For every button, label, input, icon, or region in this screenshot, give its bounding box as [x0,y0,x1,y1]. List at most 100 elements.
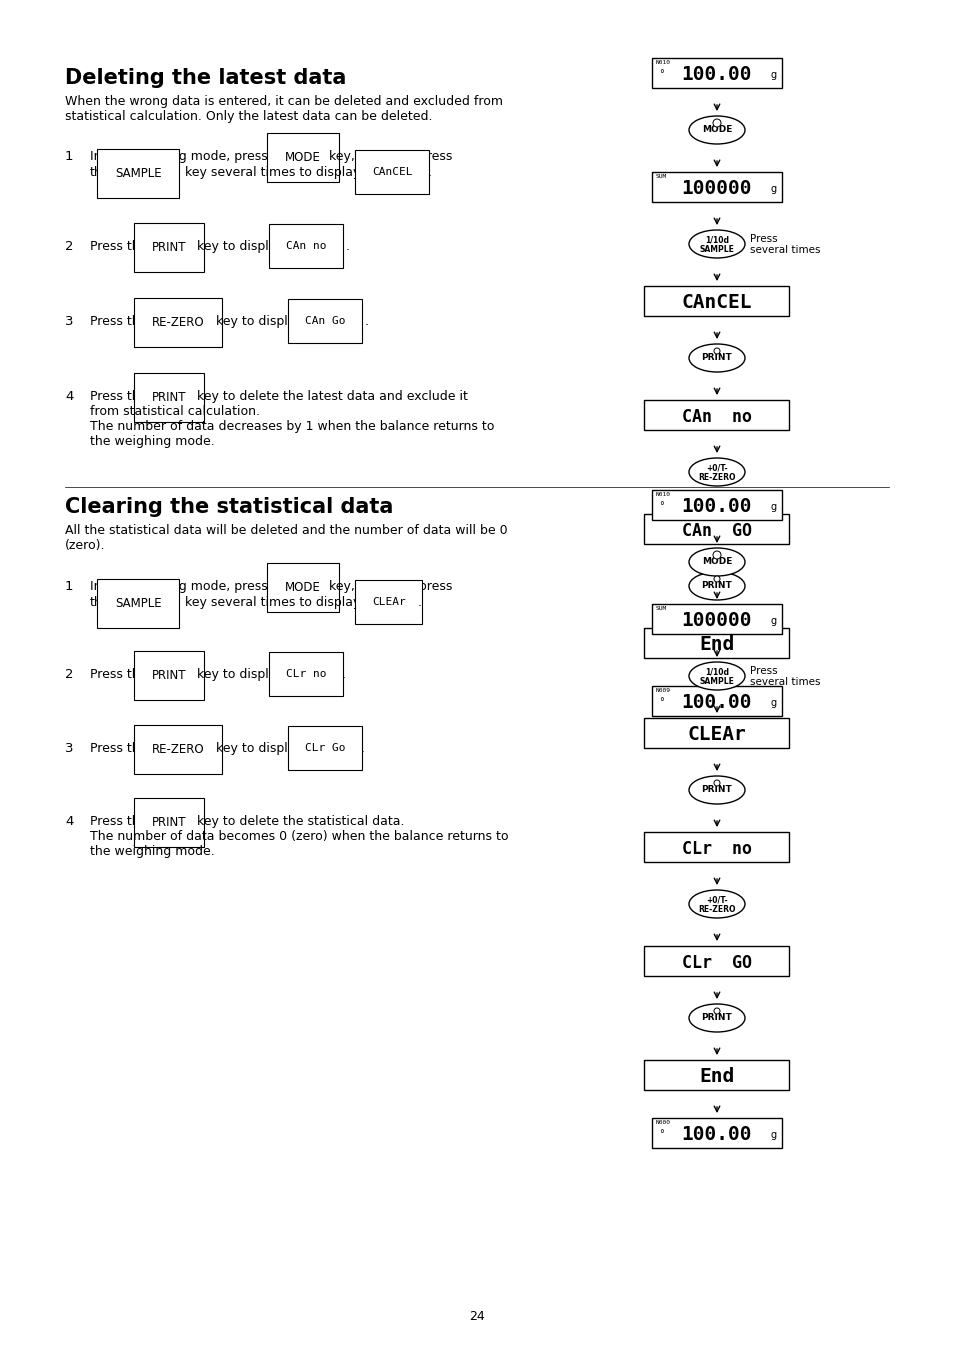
Text: 2: 2 [65,240,73,252]
Circle shape [713,576,720,582]
Text: CLr  no: CLr no [681,840,751,857]
Text: .: . [428,166,432,180]
Text: 100.00: 100.00 [681,693,752,711]
Bar [651,58,781,88]
Text: CLr  GO: CLr GO [681,953,751,972]
Bar [644,718,789,748]
Text: PRINT: PRINT [700,1014,732,1022]
Text: +0/T-: +0/T- [705,895,727,905]
Text: 4: 4 [65,815,73,828]
Bar [651,490,781,520]
Text: °: ° [659,501,663,512]
Text: Press the: Press the [90,390,147,404]
Circle shape [713,780,720,786]
Text: several times: several times [749,676,820,687]
Ellipse shape [688,230,744,258]
Text: CLr Go: CLr Go [305,743,345,753]
Text: The number of data decreases by 1 when the balance returns to: The number of data decreases by 1 when t… [90,420,494,433]
Ellipse shape [688,116,744,144]
Text: key to display: key to display [196,240,284,252]
Ellipse shape [688,890,744,918]
Text: .: . [341,668,346,680]
Text: the: the [90,166,111,180]
Text: CLEAr: CLEAr [372,597,405,608]
Text: MODE: MODE [701,126,731,135]
Text: SAMPLE: SAMPLE [115,597,161,610]
Text: SUM: SUM [656,606,666,612]
Text: CAnCEL: CAnCEL [372,167,412,177]
Text: the: the [90,595,111,609]
Text: CAn  GO: CAn GO [681,521,751,540]
Text: End: End [699,634,734,653]
Text: End: End [699,1066,734,1085]
Text: .: . [346,240,350,252]
Text: SUM: SUM [656,174,666,180]
Bar [651,171,781,202]
Text: 1/10d: 1/10d [704,667,728,676]
Bar [644,400,789,431]
Text: N010: N010 [656,491,670,497]
Text: SAMPLE: SAMPLE [699,676,734,686]
Ellipse shape [712,551,720,559]
Text: Press the: Press the [90,815,147,828]
Text: key several times to display: key several times to display [185,166,360,180]
Text: g: g [770,501,776,512]
Text: .: . [360,743,365,755]
Text: g: g [770,698,776,707]
Ellipse shape [688,662,744,690]
Text: g: g [770,184,776,193]
Text: key, and then press: key, and then press [329,150,452,163]
Text: Press the: Press the [90,240,147,252]
Text: N000: N000 [656,1120,670,1125]
Text: N010: N010 [656,59,670,65]
Text: CAnCEL: CAnCEL [681,293,752,312]
Text: The number of data becomes 0 (zero) when the balance returns to: The number of data becomes 0 (zero) when… [90,830,508,842]
Text: key to display: key to display [215,315,302,328]
Text: 100000: 100000 [681,180,752,198]
Ellipse shape [688,572,744,599]
Text: °: ° [659,1130,663,1139]
Text: Press: Press [749,666,777,676]
Bar [644,628,789,657]
Text: CAn  no: CAn no [681,408,751,425]
Text: 1: 1 [65,150,73,163]
Text: 3: 3 [65,315,73,328]
Text: PRINT: PRINT [152,670,186,682]
Text: several times: several times [749,244,820,255]
Text: PRINT: PRINT [700,582,732,590]
Text: key, and then press: key, and then press [329,580,452,593]
Text: g: g [770,616,776,625]
Text: key to display: key to display [196,668,284,680]
Text: RE-ZERO: RE-ZERO [152,743,204,756]
Bar [644,946,789,976]
Text: key to delete the latest data and exclude it: key to delete the latest data and exclud… [196,390,467,404]
Text: Press the: Press the [90,743,147,755]
Text: 4: 4 [65,390,73,404]
Text: key to delete the statistical data.: key to delete the statistical data. [196,815,404,828]
Ellipse shape [688,344,744,373]
Text: Press the: Press the [90,315,147,328]
Text: the weighing mode.: the weighing mode. [90,435,214,448]
Bar [651,1118,781,1148]
Ellipse shape [712,119,720,127]
Text: PRINT: PRINT [152,392,186,404]
Text: 1/10d: 1/10d [704,235,728,244]
Text: Press the: Press the [90,668,147,680]
Text: Clearing the statistical data: Clearing the statistical data [65,497,393,517]
Text: CLEAr: CLEAr [687,725,745,744]
Ellipse shape [688,548,744,576]
Bar [651,686,781,716]
Text: CAn Go: CAn Go [305,316,345,325]
Text: PRINT: PRINT [152,815,186,829]
Text: PRINT: PRINT [152,242,186,254]
Text: In the weighing mode, press the: In the weighing mode, press the [90,580,292,593]
Text: .: . [417,595,421,609]
Text: PRINT: PRINT [700,354,732,363]
Bar [644,832,789,863]
Text: CLr no: CLr no [286,670,326,679]
Text: 3: 3 [65,743,73,755]
Circle shape [713,1008,720,1014]
Text: In the weighing mode, press the: In the weighing mode, press the [90,150,292,163]
Bar [651,603,781,634]
Text: from statistical calculation.: from statistical calculation. [90,405,260,418]
